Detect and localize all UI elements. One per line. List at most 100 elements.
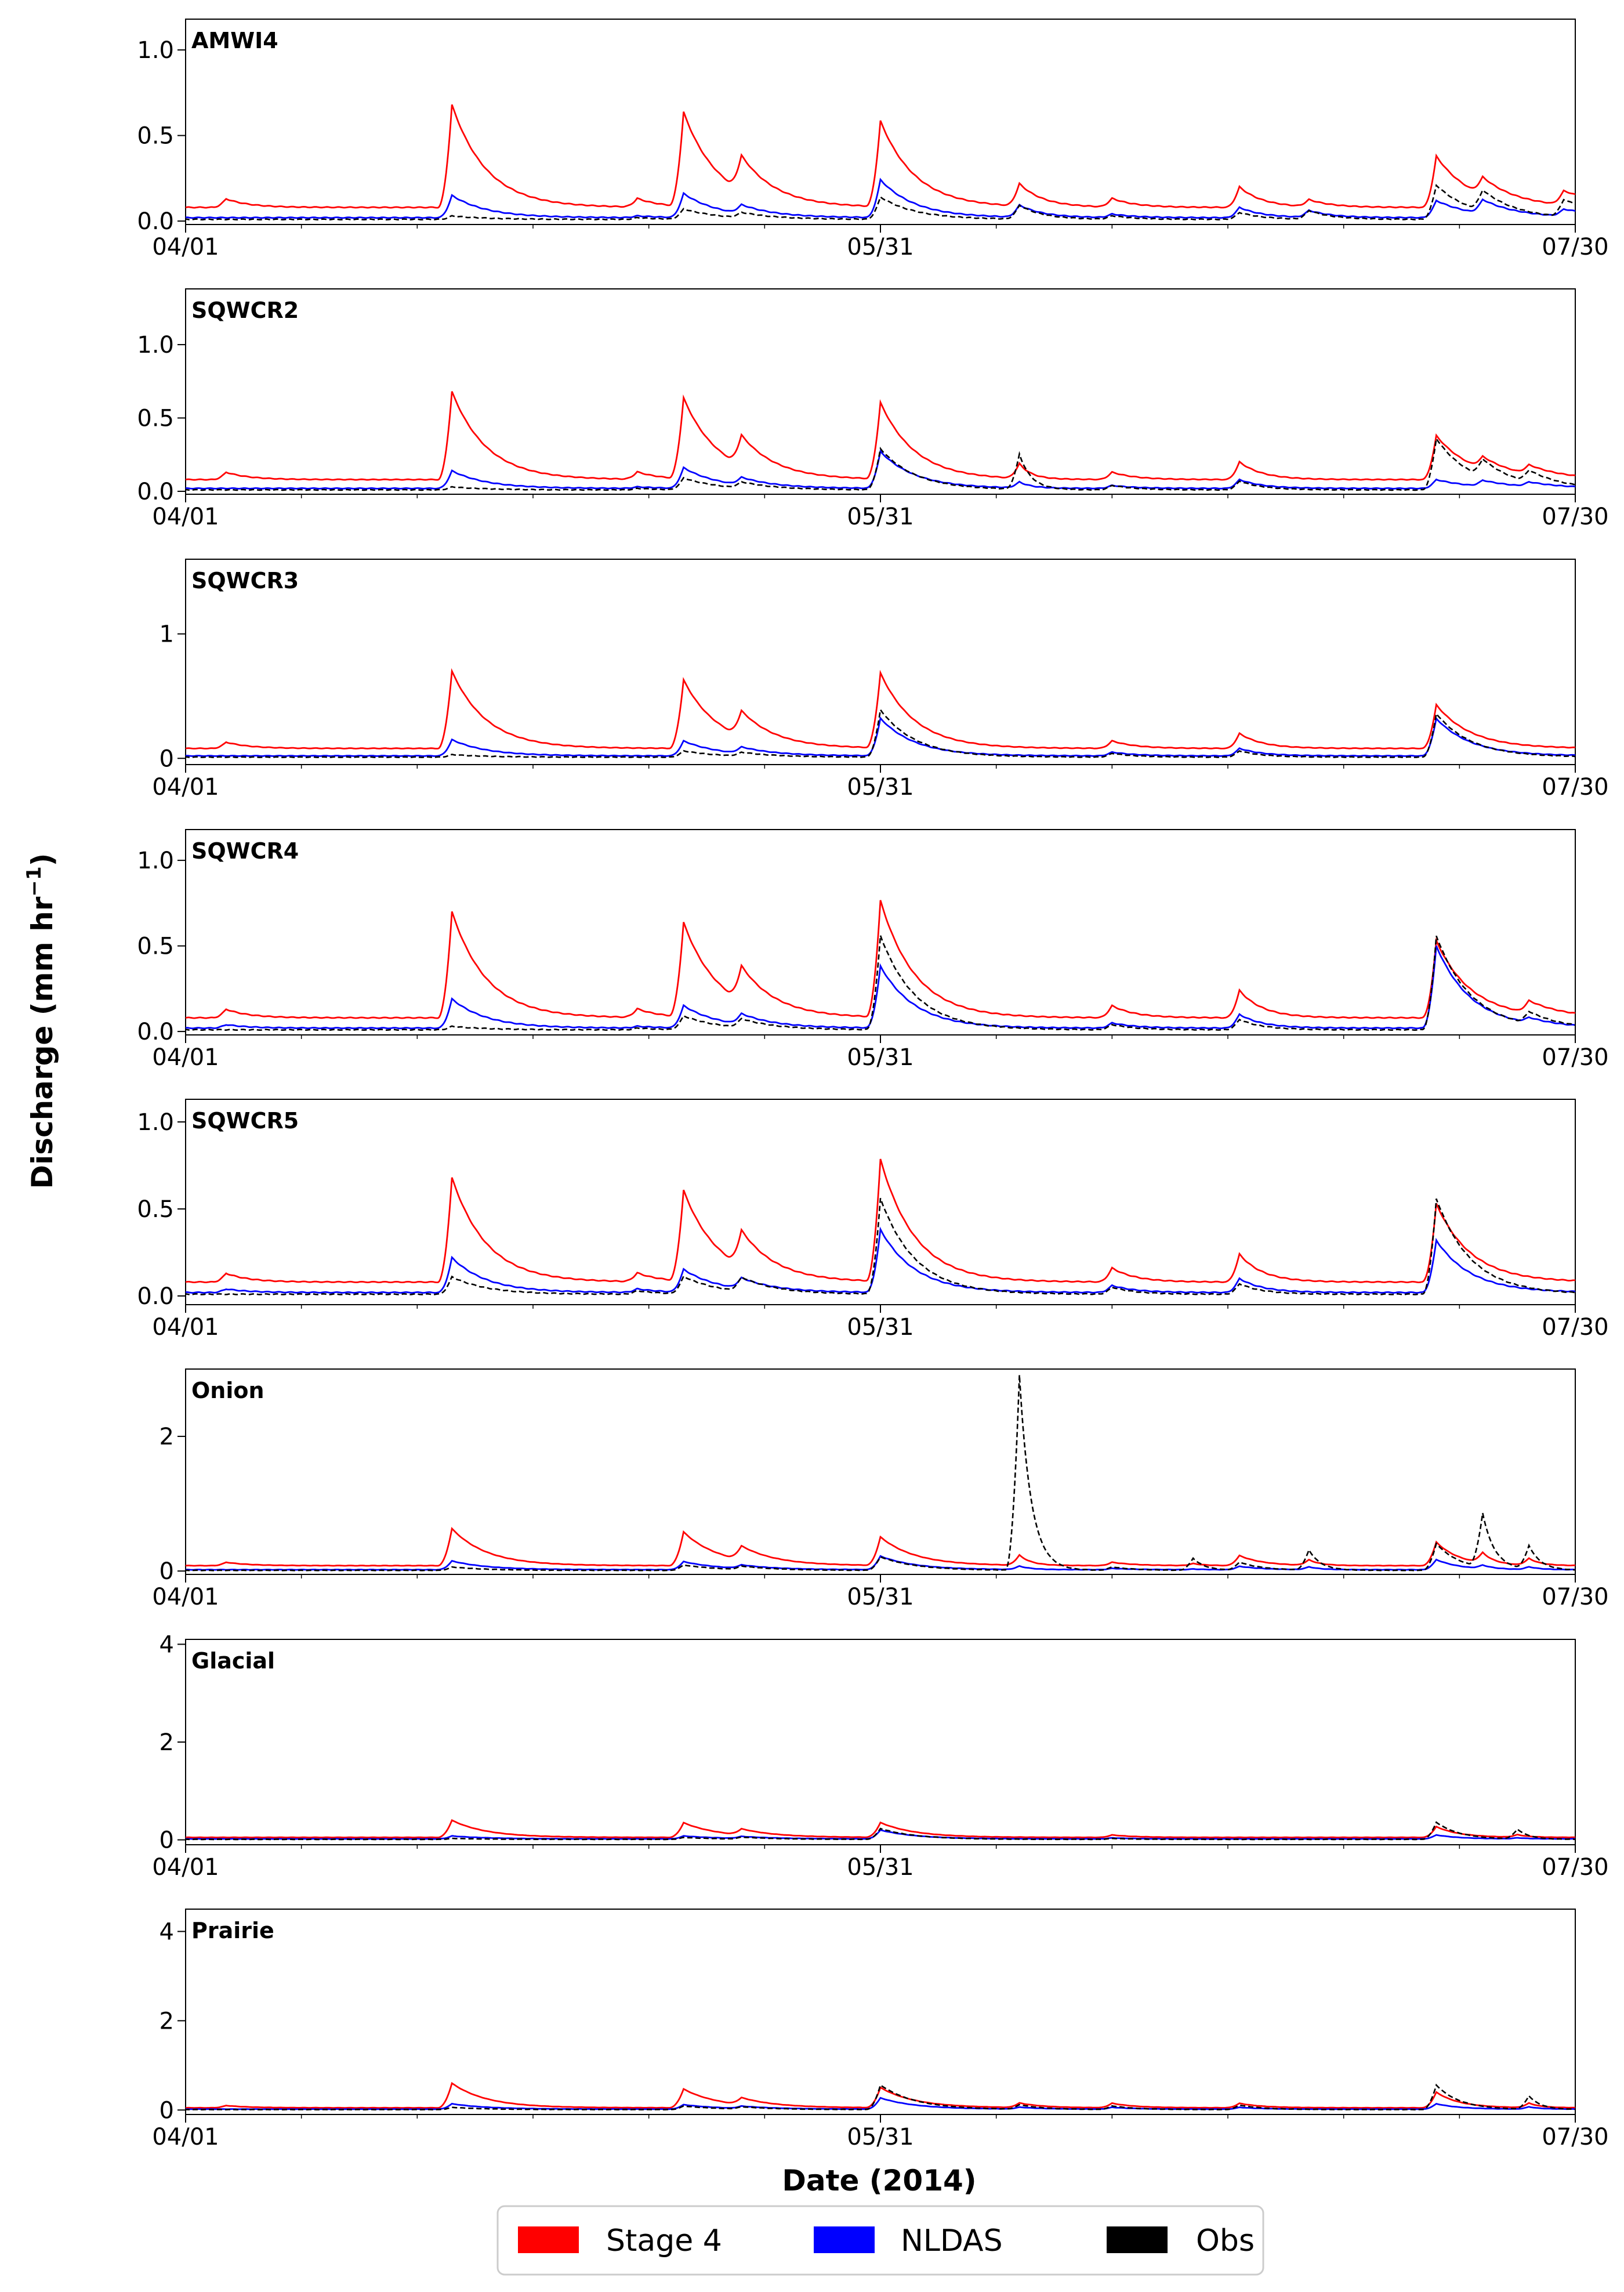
legend-swatch-obs [1107,2226,1168,2253]
x-tick-label: 05/31 [847,1854,913,1881]
panel-title: Onion [191,1378,264,1403]
x-tick-label: 07/30 [1542,1584,1608,1610]
panel-glacial: 0 2 4 04/01 05/31 07/30 Glacial [152,1631,1608,1881]
x-tick-label: 07/30 [1542,774,1608,801]
y-tick-label: 2 [160,1424,174,1450]
y-tick-label: 2 [160,2008,174,2034]
series-stage4-line [186,391,1575,481]
y-tick-label: 2 [160,1729,174,1756]
legend-label-obs: Obs [1196,2224,1255,2258]
y-axis-title-exponent: −1 [23,866,46,896]
series-nldas-line [186,1226,1575,1294]
panel-prairie: 0 2 4 04/01 05/31 07/30 Prairie [152,1909,1609,2150]
panel-frame [185,829,1576,1035]
y-tick-label: 0.5 [137,1196,174,1223]
x-tick-label: 05/31 [847,774,913,801]
x-tick-label: 04/01 [152,234,219,260]
legend-swatch-stage4 [518,2226,579,2253]
legend-frame [496,2205,1264,2276]
y-tick-label: 0.5 [137,405,174,432]
series-nldas-line [186,945,1575,1030]
y-tick-label: 1 [160,621,174,648]
y-tick-label: 0 [160,745,174,772]
y-tick-label: 4 [160,1918,174,1945]
y-axis-title-main: Discharge (mm hr [26,896,59,1189]
x-tick-label: 04/01 [152,1044,219,1071]
legend: Stage 4 NLDAS Obs [496,2205,1264,2276]
series-nldas-line [186,716,1575,757]
series-stage4-line [186,900,1575,1019]
series-stage4-line [186,1158,1575,1284]
x-tick-label: 04/01 [152,774,219,801]
x-tick-label: 05/31 [847,504,913,530]
series-stage4-line [186,2081,1575,2109]
y-axis-title-close: ) [26,853,59,867]
x-tick-label: 05/31 [847,1044,913,1071]
x-tick-label: 04/01 [152,504,219,530]
panel-amwi4: 0.0 0.5 1.0 04/01 05/31 07/30 AMWI4 [137,19,1609,260]
series-stage4-line [186,1527,1575,1567]
x-tick-label: 04/01 [152,1314,219,1341]
x-tick-label: 07/30 [1542,2124,1608,2150]
y-tick-label: 0.5 [137,933,174,960]
y-axis-title: Discharge (mm hr−1) [23,853,59,1189]
panel-series [186,391,1575,491]
series-obs-line [186,1197,1575,1295]
panel-title: Glacial [191,1648,275,1674]
legend-swatch-nldas [814,2226,875,2253]
panel-series [186,668,1575,758]
panel-series [186,104,1575,221]
x-tick-label: 05/31 [847,2124,913,2150]
panel-title: AMWI4 [191,28,278,53]
panel-sqwcr3: 0 1 04/01 05/31 07/30 SQWCR3 [152,559,1609,801]
legend-label-stage4: Stage 4 [606,2224,722,2258]
panel-sqwcr4: 0.0 0.5 1.0 04/01 05/31 07/30 SQWCR4 [137,829,1609,1071]
y-tick-label: 1.0 [137,1109,174,1136]
x-tick-label: 05/31 [847,234,913,260]
series-obs-line [186,935,1575,1031]
legend-label-nldas: NLDAS [901,2224,1003,2258]
x-tick-label: 07/30 [1542,1044,1608,1071]
y-tick-label: 0.0 [137,479,174,505]
y-tick-label: 4 [160,1631,174,1658]
panel-series [186,1158,1575,1295]
series-obs-line [186,1821,1575,1841]
panel-series [186,1819,1575,1841]
x-tick-label: 04/01 [152,2124,219,2150]
y-tick-label: 0 [160,1558,174,1585]
series-stage4-line [186,668,1575,749]
series-nldas-line [186,178,1575,219]
series-stage4-line [186,104,1575,209]
panel-frame [185,559,1576,765]
x-tick-label: 07/30 [1542,504,1608,530]
y-tick-label: 1.0 [137,848,174,874]
panel-sqwcr5: 0.0 0.5 1.0 04/01 05/31 07/30 SQWCR5 [137,1099,1609,1341]
x-tick-label: 07/30 [1542,1314,1608,1341]
panel-series [186,2081,1575,2111]
panel-title: Prairie [191,1918,274,1943]
x-tick-label: 05/31 [847,1584,913,1610]
series-obs-line [186,707,1575,758]
x-tick-label: 05/31 [847,1314,913,1341]
x-tick-label: 07/30 [1542,234,1608,260]
panel-title: SQWCR5 [191,1108,299,1134]
panels-group: 0.00.51.004/01 05/31 07/30AMWI40.00.51.004… [137,19,1609,2150]
panel-frame [185,288,1576,495]
x-tick-label: 04/01 [152,1854,219,1881]
panel-frame [185,1909,1576,2115]
series-obs-line [186,2083,1575,2111]
panel-onion: 0 2 04/01 05/31 07/30 Onion [152,1368,1609,1610]
panel-frame [185,1639,1576,1845]
panel-title: SQWCR4 [191,838,299,864]
panel-title: SQWCR2 [191,298,299,323]
y-tick-label: 1.0 [137,37,174,64]
y-tick-label: 0 [160,1827,174,1854]
y-tick-label: 0.0 [137,208,174,235]
series-obs-line [186,436,1575,491]
x-tick-label: 07/30 [1542,1854,1608,1881]
series-obs-line [186,183,1575,221]
panel-sqwcr2: 0.0 0.5 1.0 04/01 05/31 07/30 SQWCR2 [137,288,1609,530]
y-tick-label: 0.5 [137,123,174,150]
y-tick-label: 0 [160,2097,174,2124]
